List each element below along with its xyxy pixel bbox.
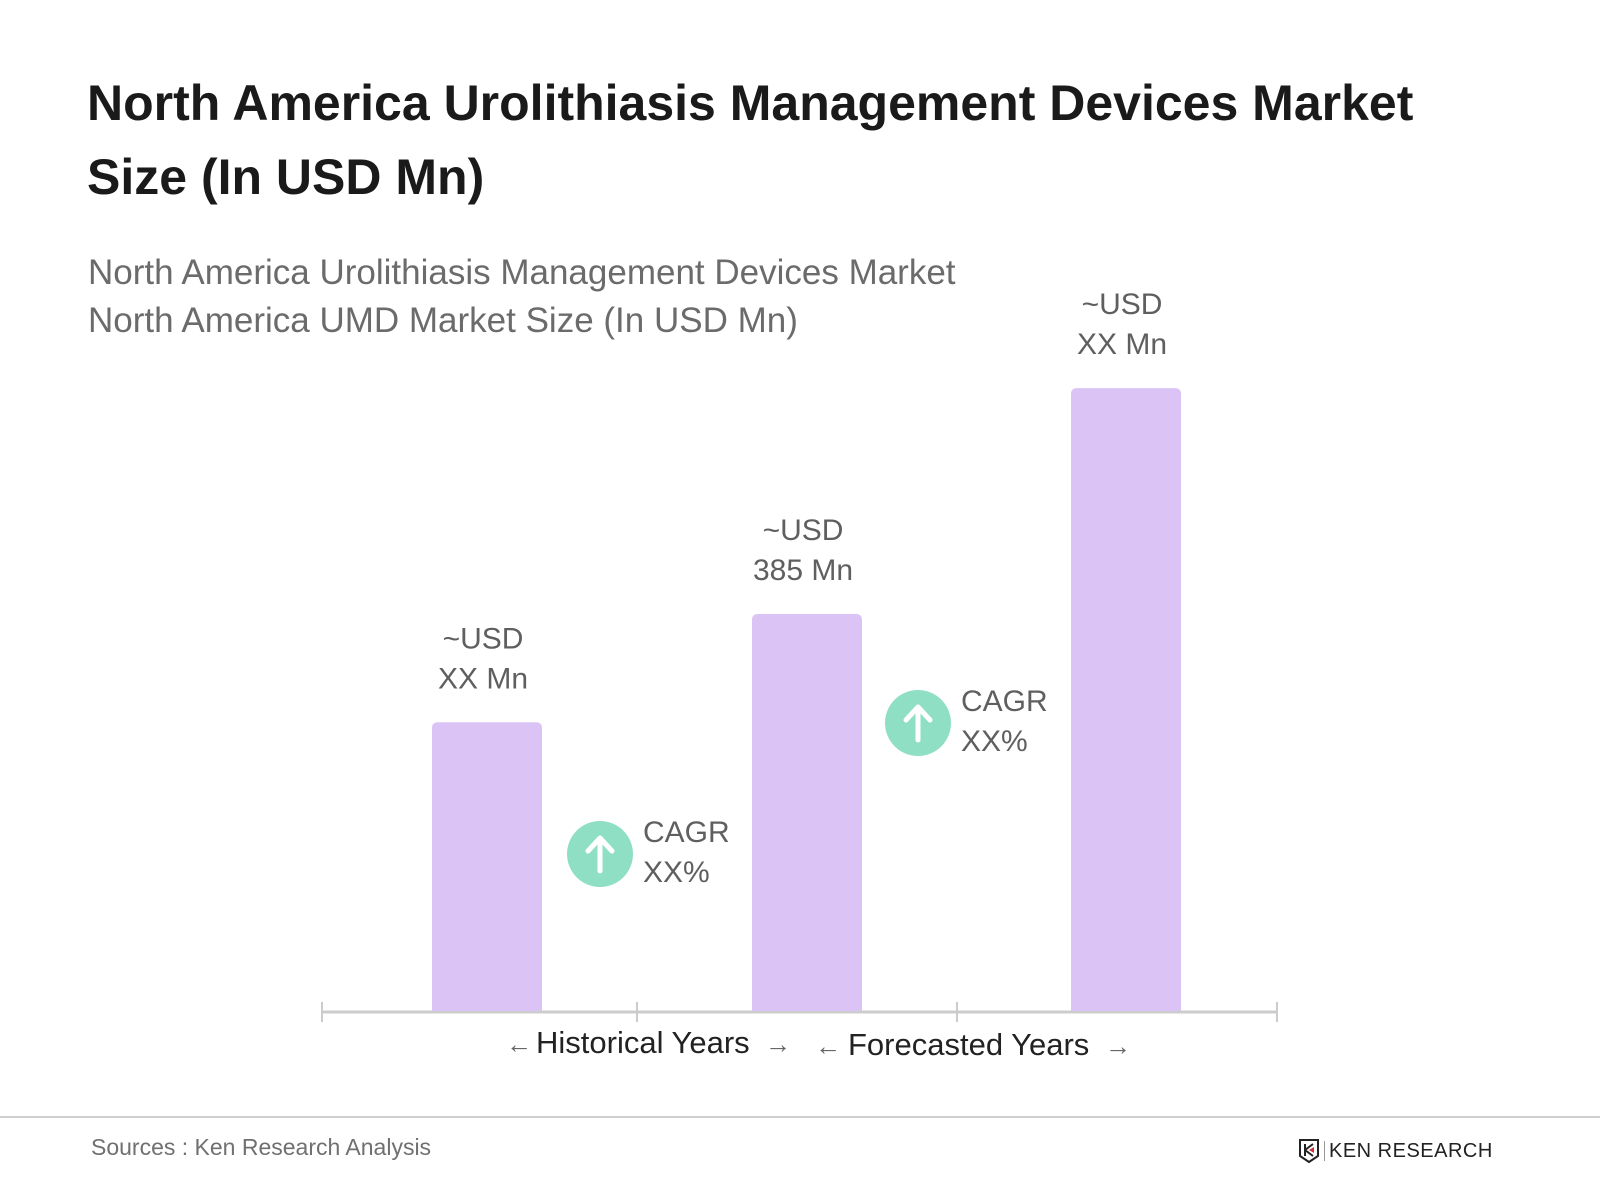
cagr-label: CAGR <box>961 685 1048 718</box>
cagr-value: XX% <box>961 725 1028 758</box>
data-label: ~USD <box>763 514 844 547</box>
up-arrow-icon <box>903 704 933 743</box>
data-label: 385 Mn <box>753 554 853 587</box>
period-label-historical: Historical Years <box>536 1025 750 1060</box>
bar <box>752 614 862 1011</box>
footer-divider <box>0 1116 1600 1118</box>
cagr-value: XX% <box>643 856 710 889</box>
logo-text: KEN RESEARCH <box>1329 1139 1493 1162</box>
data-label: XX Mn <box>438 662 528 695</box>
bar <box>432 722 542 1011</box>
up-arrow-icon <box>585 835 615 874</box>
right-arrow-icon: → <box>1105 1031 1131 1061</box>
chart-subtitle-2: North America UMD Market Size (In USD Mn… <box>88 301 798 340</box>
data-label: XX Mn <box>1077 328 1167 361</box>
logo-shield-icon <box>1299 1139 1319 1164</box>
bar <box>1071 388 1181 1011</box>
sources-text: Sources : Ken Research Analysis <box>91 1134 432 1160</box>
left-arrow-icon: ← <box>815 1031 841 1061</box>
chart-title: North America Urolithiasis Management De… <box>87 75 1414 205</box>
right-arrow-icon: → <box>765 1029 791 1059</box>
bar-chart: ~USD XX Mn ~USD 385 Mn ~USD XX Mn CAGR XX% CAGR… <box>321 288 1278 1062</box>
data-label: ~USD <box>1082 288 1163 321</box>
cagr-label: CAGR <box>643 816 730 849</box>
ken-research-logo: KEN RESEARCH <box>1298 1138 1493 1164</box>
chart-subtitle-1: North America Urolithiasis Management De… <box>88 253 956 292</box>
left-arrow-icon: ← <box>506 1029 532 1059</box>
period-label-forecasted: Forecasted Years <box>848 1027 1089 1062</box>
data-label: ~USD <box>443 622 524 655</box>
